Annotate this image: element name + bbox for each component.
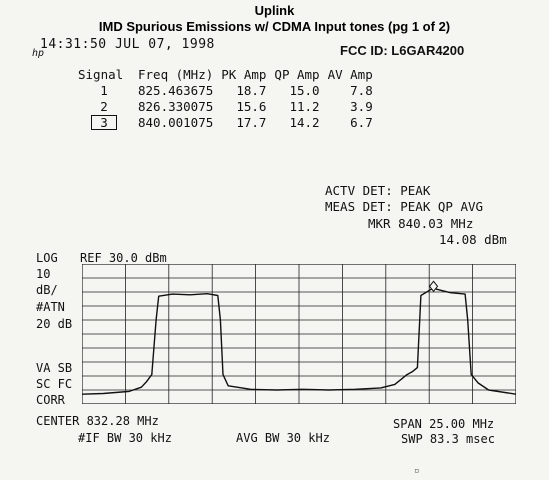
log-label: LOG <box>36 251 58 265</box>
graticule-grid <box>82 264 516 404</box>
table-header-row: Signal Freq (MHz) PK Amp QP Amp AV Amp <box>78 66 381 82</box>
if-bandwidth: #IF BW 30 kHz <box>78 431 172 445</box>
center-frequency: CENTER 832.28 MHz <box>36 414 159 428</box>
signal-number-selected: 3 <box>78 114 138 130</box>
spectrum-plot <box>82 264 516 404</box>
trace-layer <box>82 280 516 395</box>
signal-freq: 826.330075 <box>138 98 214 114</box>
spectrum-trace-0 <box>82 285 516 395</box>
fcc-id: FCC ID: L6GAR4200 <box>340 43 465 58</box>
span-value: SPAN 25.00 MHz <box>393 417 495 431</box>
table-row: 1 825.463675 18.7 15.0 7.8 <box>78 82 381 98</box>
attenuation-label: #ATN <box>36 300 65 314</box>
page-subtitle: IMD Spurious Emissions w/ CDMA Input ton… <box>98 19 451 34</box>
signal-freq: 825.463675 <box>138 82 214 98</box>
attenuation-value: 20 dB <box>36 317 73 331</box>
active-detector: ACTV DET: PEAK <box>325 183 431 198</box>
signal-number: 1 <box>100 82 108 98</box>
col-av: AV Amp <box>327 66 373 82</box>
scfc-label: SC FC <box>36 377 73 391</box>
vasb-label: VA SB <box>36 361 73 375</box>
paper-mark-icon: ▫ <box>414 466 420 476</box>
timestamp: 14:31:50 JUL 07, 1998 <box>40 37 215 52</box>
measure-detector: MEAS DET: PEAK QP AVG <box>325 199 484 214</box>
col-signal: Signal <box>78 66 124 82</box>
signal-number: 2 <box>100 98 108 114</box>
signal-av: 6.7 <box>350 114 373 130</box>
signal-pk: 15.6 <box>236 98 267 114</box>
col-freq: Freq (MHz) <box>138 66 214 82</box>
signal-av: 7.8 <box>350 82 373 98</box>
signal-av: 3.9 <box>350 98 373 114</box>
signal-pk: 18.7 <box>236 82 267 98</box>
signal-qp: 11.2 <box>289 98 320 114</box>
handwritten-mark-icon: hp <box>32 48 45 59</box>
signal-pk: 17.7 <box>236 114 267 130</box>
marker-frequency: MKR 840.03 MHz <box>368 216 474 231</box>
signal-freq: 840.001075 <box>138 114 214 130</box>
avg-bandwidth: AVG BW 30 kHz <box>236 431 330 445</box>
col-qp: QP Amp <box>274 66 320 82</box>
signal-table: Signal Freq (MHz) PK Amp QP Amp AV Amp 1… <box>78 66 381 130</box>
signal-qp: 14.2 <box>289 114 320 130</box>
signal-qp: 15.0 <box>289 82 320 98</box>
scale-value-label: 10 <box>36 267 51 281</box>
corr-label: CORR <box>36 393 65 407</box>
ref-level-label: REF 30.0 dBm <box>80 251 167 265</box>
marker-level: 14.08 dBm <box>439 232 507 247</box>
sweep-time: SWP 83.3 msec <box>401 432 495 446</box>
col-pk: PK Amp <box>221 66 267 82</box>
marker-diamond <box>428 280 439 293</box>
scale-unit-label: dB/ <box>36 283 58 297</box>
selected-signal-box: 3 <box>91 114 117 130</box>
table-row: 2 826.330075 15.6 11.2 3.9 <box>78 98 381 114</box>
table-row: 3 840.001075 17.7 14.2 6.7 <box>78 114 381 130</box>
page-title: Uplink <box>254 3 295 18</box>
